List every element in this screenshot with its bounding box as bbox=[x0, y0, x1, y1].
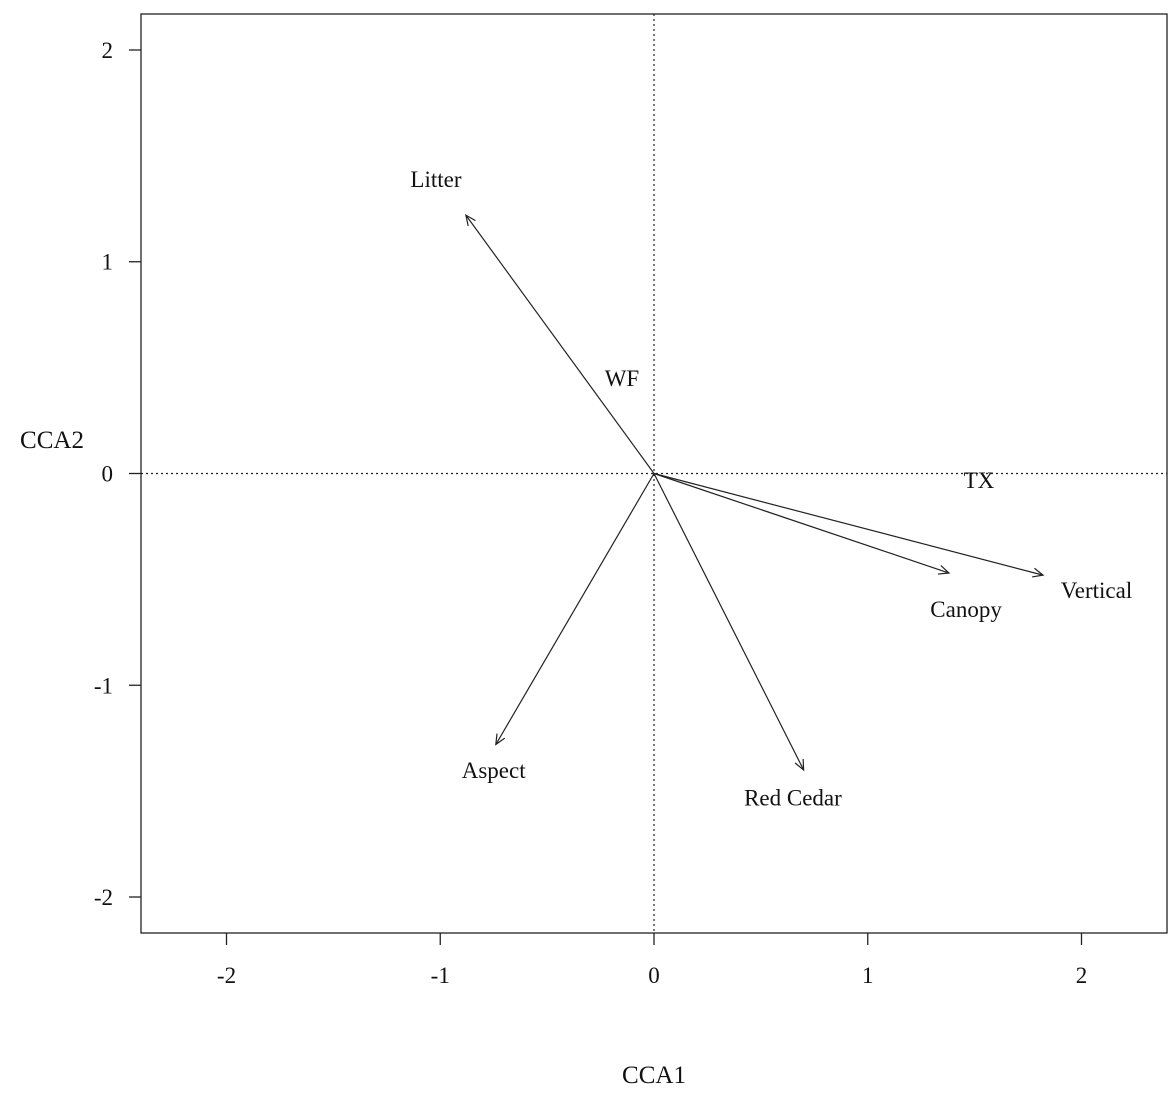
x-axis: -2 -1 0 1 2 bbox=[217, 933, 1087, 988]
y-tick-label: 2 bbox=[102, 38, 114, 63]
x-tick-label: 1 bbox=[862, 963, 874, 988]
y-axis-title: CCA2 bbox=[20, 427, 84, 454]
vector-litter: Litter bbox=[410, 167, 655, 474]
vector-canopy: Canopy bbox=[653, 472, 1002, 622]
arrowhead-canopy bbox=[937, 565, 951, 575]
vector-vertical: Vertical bbox=[653, 472, 1133, 603]
vector-red-cedar: Red Cedar bbox=[653, 473, 842, 810]
vector-line-aspect bbox=[495, 473, 655, 745]
y-tick-label: 1 bbox=[102, 250, 114, 275]
y-tick-label: -2 bbox=[94, 885, 113, 910]
vector-label-litter: Litter bbox=[410, 167, 461, 192]
y-tick-label: -1 bbox=[94, 673, 113, 698]
y-tick-label: 0 bbox=[102, 462, 114, 487]
vector-aspect: Aspect bbox=[462, 473, 655, 783]
vector-line-litter bbox=[465, 214, 655, 474]
vector-label-red-cedar: Red Cedar bbox=[744, 785, 842, 810]
vector-label-canopy: Canopy bbox=[930, 597, 1002, 622]
arrowhead-aspect bbox=[495, 733, 506, 746]
arrowhead-vertical bbox=[1032, 567, 1045, 578]
x-tick-label: -2 bbox=[217, 963, 236, 988]
vector-line-canopy bbox=[653, 472, 950, 574]
y-axis: -2 -1 0 1 2 bbox=[94, 38, 141, 910]
arrowhead-red-cedar bbox=[794, 758, 805, 772]
vector-label-aspect: Aspect bbox=[462, 758, 526, 783]
x-axis-title: CCA1 bbox=[622, 1062, 686, 1089]
x-tick-label: 0 bbox=[648, 963, 660, 988]
environmental-vectors: Litter Aspect Red Cedar Canopy Vertical bbox=[410, 167, 1132, 810]
x-tick-label: 2 bbox=[1076, 963, 1088, 988]
arrowhead-litter bbox=[465, 213, 476, 227]
x-tick-label: -1 bbox=[431, 963, 450, 988]
vector-line-vertical bbox=[653, 472, 1044, 576]
point-label-wf: WF bbox=[605, 366, 640, 391]
point-label-tx: TX bbox=[964, 468, 995, 493]
vector-label-vertical: Vertical bbox=[1061, 578, 1133, 603]
site-labels: WF TX bbox=[605, 366, 995, 493]
vector-line-red-cedar bbox=[653, 473, 805, 771]
